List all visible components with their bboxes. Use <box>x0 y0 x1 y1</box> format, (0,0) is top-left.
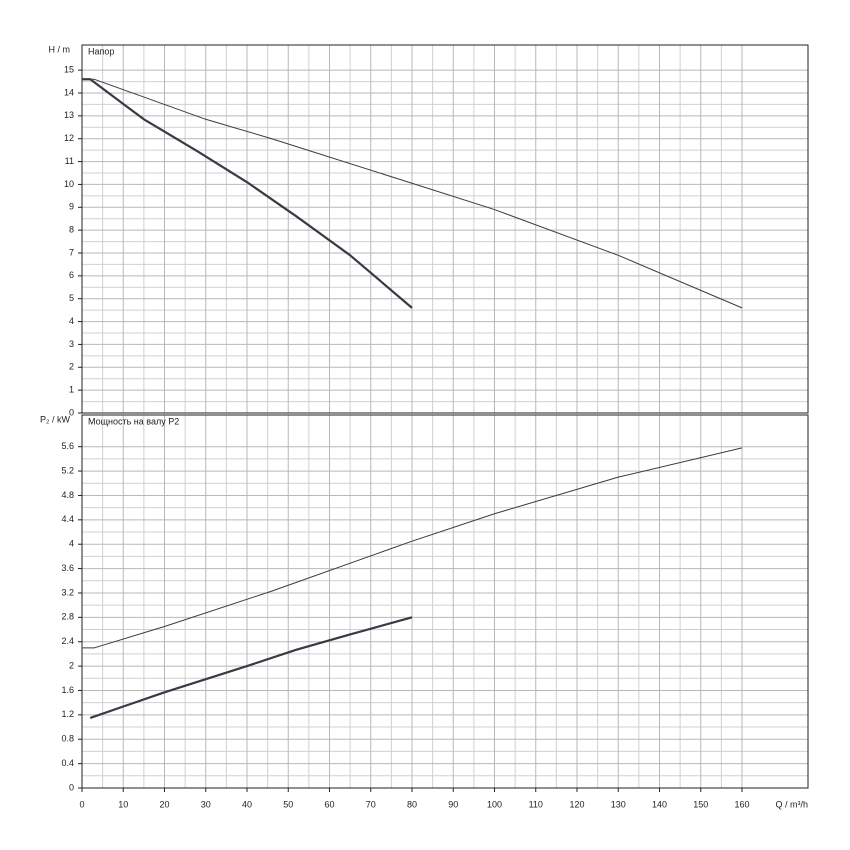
x-tick-label: 80 <box>407 799 417 809</box>
y-tick-label: 0.4 <box>61 758 74 768</box>
y-tick-label: 5 <box>69 293 74 303</box>
y-tick-label: 5.2 <box>61 465 74 475</box>
x-tick-label: 20 <box>159 799 169 809</box>
y-tick-label: 0.8 <box>61 734 74 744</box>
y-tick-label: 4.8 <box>61 490 74 500</box>
curve <box>89 616 413 719</box>
y-tick-label: 3 <box>69 339 74 349</box>
y-tick-label: 13 <box>64 110 74 120</box>
y-tick-label: 2 <box>69 660 74 670</box>
y-tick-label: 4.4 <box>61 514 74 524</box>
y-tick-label: 3.6 <box>61 563 74 573</box>
curve <box>82 78 413 309</box>
y-tick-label: 11 <box>65 156 74 166</box>
panel-title: Мощность на валу P2 <box>88 416 179 426</box>
y-tick-label: 1 <box>69 385 74 395</box>
x-axis-label: Q / m³/h <box>775 799 808 809</box>
x-tick-label: 160 <box>734 799 749 809</box>
y-tick-label: 1.2 <box>61 709 74 719</box>
y-tick-label: 2 <box>69 362 74 372</box>
y-tick-label: 2.8 <box>61 612 74 622</box>
y-tick-label: 3.2 <box>61 587 74 597</box>
plot-frame <box>81 44 809 414</box>
y-tick-label: 0 <box>69 407 74 417</box>
x-tick-label: 150 <box>693 799 708 809</box>
y-tick-label: 6 <box>69 270 74 280</box>
y-tick-label: 7 <box>69 247 74 257</box>
x-tick-label: 110 <box>529 799 543 809</box>
x-tick-label: 140 <box>652 799 667 809</box>
plot-frame <box>81 414 809 789</box>
x-tick-label: 10 <box>118 799 128 809</box>
x-tick-label: 40 <box>242 799 252 809</box>
x-tick-label: 100 <box>487 799 502 809</box>
y-tick-label: 0 <box>69 782 74 792</box>
curve <box>82 447 743 649</box>
y-tick-label: 10 <box>64 179 74 189</box>
x-tick-label: 130 <box>611 799 626 809</box>
y-tick-label: 8 <box>69 225 74 235</box>
curve <box>82 78 743 309</box>
x-tick-label: 60 <box>324 799 334 809</box>
x-tick-label: 70 <box>366 799 376 809</box>
y-tick-label: 9 <box>69 202 74 212</box>
y-tick-label: 12 <box>64 133 74 143</box>
y-tick-label: 14 <box>64 87 74 97</box>
y-tick-label: 5.6 <box>61 441 74 451</box>
y-tick-label: 4 <box>69 316 74 326</box>
y-axis-label: P₂ / kW <box>40 414 70 424</box>
y-tick-label: 1.6 <box>61 685 74 695</box>
y-tick-label: 4 <box>69 539 74 549</box>
x-tick-label: 0 <box>79 799 84 809</box>
x-tick-label: 50 <box>283 799 293 809</box>
y-axis-label: H / m <box>49 44 71 54</box>
x-tick-label: 120 <box>569 799 584 809</box>
y-tick-label: 15 <box>64 65 74 75</box>
panel-title: Напор <box>88 46 114 56</box>
x-tick-label: 90 <box>448 799 458 809</box>
x-tick-label: 30 <box>201 799 211 809</box>
y-tick-label: 2.4 <box>61 636 74 646</box>
